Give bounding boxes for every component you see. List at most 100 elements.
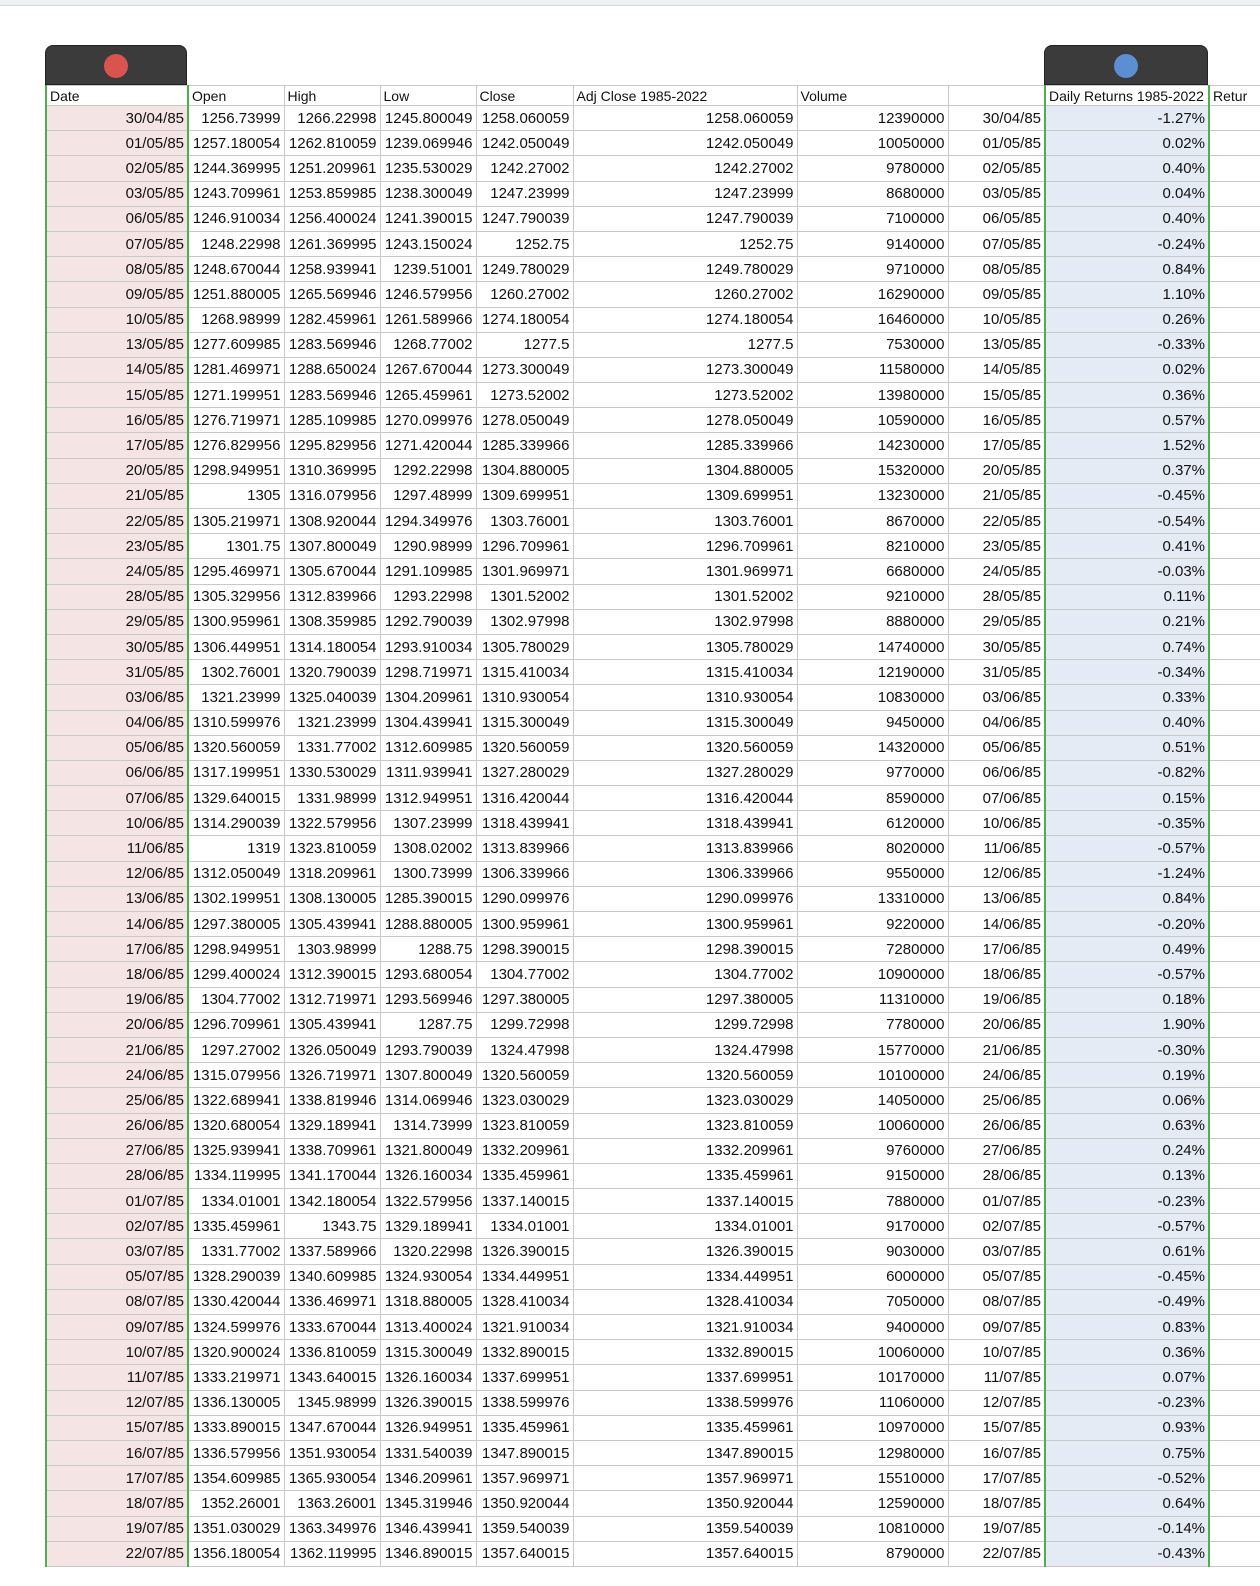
cell-empty — [1208, 1112, 1260, 1139]
cell: 1271.420044 — [379, 432, 477, 459]
cell: 20/05/85 — [947, 457, 1046, 484]
cell: 1290.099976 — [475, 885, 574, 913]
cell: 1312.949951 — [379, 785, 477, 812]
cell: 1346.890015 — [379, 1540, 477, 1567]
cell: 05/06/85 — [947, 734, 1046, 761]
cell: 1278.050049 — [572, 407, 798, 434]
cell: 1320.22998 — [379, 1238, 477, 1265]
cell: 0.75% — [1044, 1439, 1210, 1467]
cell: 1346.439941 — [379, 1515, 477, 1542]
cell: 09/05/85 — [947, 281, 1046, 308]
cell: 1326.390015 — [475, 1238, 574, 1265]
cell: 1313.839966 — [475, 835, 574, 862]
cell: -0.23% — [1044, 1188, 1210, 1215]
cell: 1322.579956 — [283, 810, 381, 837]
cell: 1330.530029 — [283, 759, 381, 787]
cell: 1285.390015 — [379, 885, 477, 913]
cell: 1357.640015 — [475, 1540, 574, 1567]
cell: -0.57% — [1044, 961, 1210, 988]
cell: 12390000 — [796, 104, 949, 132]
cell: 0.61% — [1044, 1238, 1210, 1265]
cell: 1274.180054 — [475, 306, 574, 333]
cell: 30/04/85 — [45, 104, 189, 132]
cell: 16290000 — [796, 281, 949, 308]
cell-empty — [1208, 130, 1260, 157]
cell: 1347.670044 — [283, 1414, 381, 1441]
cell: 1312.609985 — [379, 734, 477, 761]
cell: 1337.140015 — [475, 1188, 574, 1215]
row: 07/06/85 1329.640015 1331.98999 1312.949951… — [45, 785, 1260, 812]
cell: 1260.27002 — [475, 281, 574, 308]
cell: 1331.77002 — [283, 734, 381, 761]
cell: 1302.76001 — [187, 659, 285, 686]
cell: 9400000 — [796, 1313, 949, 1341]
cell: 07/05/85 — [45, 230, 189, 258]
cell: 14050000 — [796, 1087, 949, 1114]
cell: 1247.23999 — [475, 180, 574, 207]
cell: 06/06/85 — [45, 759, 189, 787]
cell: 19/07/85 — [45, 1515, 189, 1542]
cell: 07/06/85 — [45, 785, 189, 812]
cell: 1247.790039 — [572, 205, 798, 232]
cell: 13980000 — [796, 382, 949, 409]
cell: 1334.449951 — [572, 1263, 798, 1290]
column-tab[interactable] — [1044, 45, 1208, 85]
cell: 1318.880005 — [379, 1288, 477, 1316]
cell: -0.57% — [1044, 1213, 1210, 1240]
cell: 7280000 — [796, 936, 949, 963]
cell: 05/07/85 — [947, 1263, 1046, 1290]
cell: 1328.410034 — [475, 1288, 574, 1316]
cell: 1321.910034 — [475, 1313, 574, 1341]
row: 06/05/85 1246.910034 1256.400024 1241.39001… — [45, 205, 1260, 232]
row: 18/07/85 1352.26001 1363.26001 1345.319946 1… — [45, 1490, 1260, 1517]
cell-empty — [1208, 936, 1260, 963]
cell: 16/07/85 — [45, 1439, 189, 1467]
cell: 1258.939941 — [283, 256, 381, 283]
cell-empty — [1208, 533, 1260, 560]
cell: -0.52% — [1044, 1465, 1210, 1492]
cell: 1258.060059 — [572, 104, 798, 132]
cell: 24/06/85 — [947, 1062, 1046, 1089]
cell: 12/06/85 — [45, 860, 189, 887]
cell: 1304.439941 — [379, 709, 477, 736]
cell: 1302.199951 — [187, 885, 285, 913]
cell: 1326.390015 — [572, 1238, 798, 1265]
row: 18/06/85 1299.400024 1312.390015 1293.68005… — [45, 961, 1260, 988]
cell: 1293.22998 — [379, 583, 477, 610]
cell: 10970000 — [796, 1414, 949, 1441]
column-header: Date — [45, 85, 189, 106]
cell: 05/06/85 — [45, 734, 189, 761]
cell-empty — [1208, 1414, 1260, 1441]
cell: 1288.75 — [379, 936, 477, 963]
cell: 1253.859985 — [283, 180, 381, 207]
cell: 1301.52002 — [475, 583, 574, 610]
cell: 03/06/85 — [947, 684, 1046, 711]
cell: 1335.459961 — [187, 1213, 285, 1240]
cell: 10830000 — [796, 684, 949, 711]
column-header: Volume — [796, 85, 949, 106]
row: 03/06/85 1321.23999 1325.040039 1304.209961… — [45, 684, 1260, 711]
cell: 1297.380005 — [187, 910, 285, 938]
cell: 30/04/85 — [947, 104, 1046, 132]
row: 01/07/85 1334.01001 1342.180054 1322.579956… — [45, 1188, 1260, 1215]
cell: 1318.439941 — [572, 810, 798, 837]
cell: 1346.209961 — [379, 1465, 477, 1492]
cell: 28/06/85 — [947, 1162, 1046, 1190]
cell: 1306.339966 — [572, 860, 798, 887]
cell: 0.24% — [1044, 1137, 1210, 1164]
cell: 25/06/85 — [45, 1087, 189, 1114]
cell: 18/06/85 — [947, 961, 1046, 988]
column-tab[interactable] — [45, 45, 187, 85]
row: 10/07/85 1320.900024 1336.810059 1315.30004… — [45, 1339, 1260, 1366]
row: 22/05/85 1305.219971 1308.920044 1294.34997… — [45, 507, 1260, 535]
cell: 1242.050049 — [475, 130, 574, 157]
cell: 20/06/85 — [947, 1011, 1046, 1038]
cell: -0.24% — [1044, 230, 1210, 258]
cell: 1332.209961 — [475, 1137, 574, 1164]
row: 02/05/85 1244.369995 1251.209961 1235.53002… — [45, 155, 1260, 182]
cell: 1300.959961 — [187, 608, 285, 635]
cell: 1248.22998 — [187, 230, 285, 258]
cell: 1337.140015 — [572, 1188, 798, 1215]
cell: 1335.459961 — [572, 1414, 798, 1441]
cell: 0.64% — [1044, 1490, 1210, 1517]
